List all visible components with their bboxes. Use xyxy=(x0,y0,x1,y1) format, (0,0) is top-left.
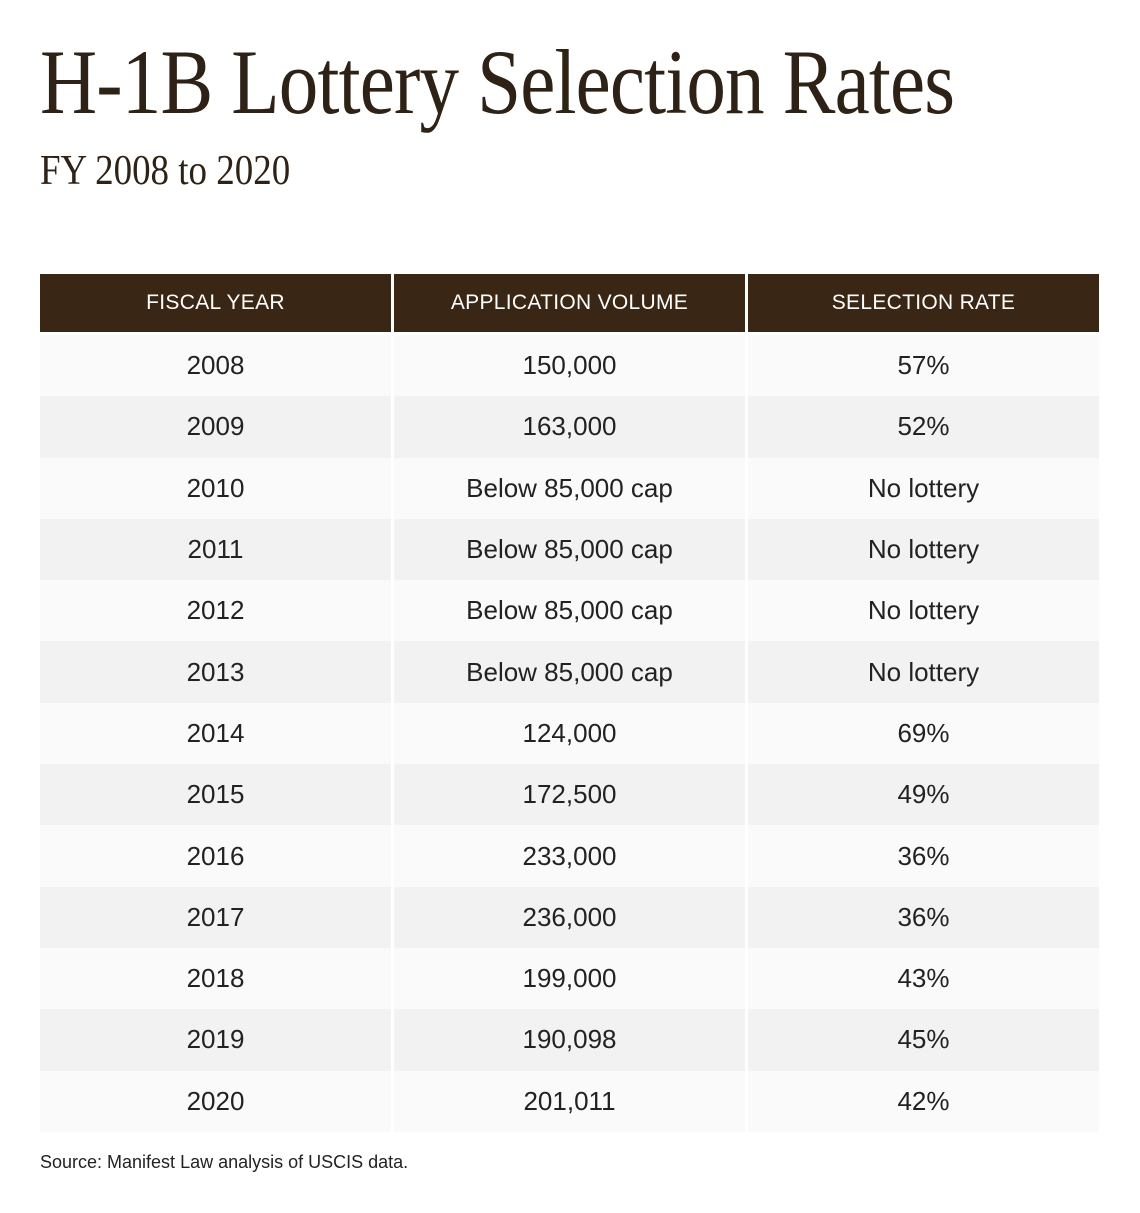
selection-rate-cell: 36% xyxy=(748,886,1099,948)
source-note: Source: Manifest Law analysis of USCIS d… xyxy=(40,1152,409,1172)
application-volume-cell: 124,000 xyxy=(394,702,745,765)
table-row: 2008 150,000 57% xyxy=(40,335,1099,397)
page-subtitle: FY 2008 to 2020 xyxy=(40,148,291,194)
selection-rate-cell: 45% xyxy=(748,1009,1099,1071)
fiscal-year-cell: 2017 xyxy=(40,886,391,948)
column-header-application-volume: APPLICATION VOLUME xyxy=(394,274,745,332)
application-volume-cell: 150,000 xyxy=(394,335,745,397)
selection-rate-cell: 57% xyxy=(748,335,1099,397)
table-row: 2014 124,000 69% xyxy=(40,702,1099,765)
fiscal-year-cell: 2019 xyxy=(40,1009,391,1071)
fiscal-year-cell: 2018 xyxy=(40,947,391,1010)
selection-rate-cell: 43% xyxy=(748,947,1099,1010)
fiscal-year-cell: 2011 xyxy=(40,518,391,581)
fiscal-year-cell: 2016 xyxy=(40,825,391,887)
table-row: 2017 236,000 36% xyxy=(40,886,1099,948)
fiscal-year-cell: 2013 xyxy=(40,641,391,703)
page-title: H-1B Lottery Selection Rates xyxy=(40,31,955,133)
fiscal-year-cell: 2014 xyxy=(40,702,391,765)
application-volume-cell: 233,000 xyxy=(394,825,745,887)
table-row: 2016 233,000 36% xyxy=(40,825,1099,887)
application-volume-cell: 201,011 xyxy=(394,1070,745,1132)
table-row: 2015 172,500 49% xyxy=(40,764,1099,826)
table-body: 2008 150,000 57% 2009 163,000 52% 2010 Below 85… xyxy=(40,335,1099,1132)
table-row: 2011 Below 85,000 cap No lottery xyxy=(40,518,1099,581)
selection-rates-table: FISCAL YEAR APPLICATION VOLUME SELECTION… xyxy=(40,274,1099,1132)
table-row: 2009 163,000 52% xyxy=(40,396,1099,458)
selection-rate-cell: No lottery xyxy=(748,641,1099,703)
application-volume-cell: Below 85,000 cap xyxy=(394,641,745,703)
fiscal-year-cell: 2009 xyxy=(40,396,391,458)
application-volume-cell: Below 85,000 cap xyxy=(394,580,745,642)
application-volume-cell: 190,098 xyxy=(394,1009,745,1071)
table-row: 2018 199,000 43% xyxy=(40,947,1099,1010)
column-header-fiscal-year: FISCAL YEAR xyxy=(40,274,391,332)
application-volume-cell: 199,000 xyxy=(394,947,745,1010)
selection-rate-cell: 36% xyxy=(748,825,1099,887)
fiscal-year-cell: 2010 xyxy=(40,457,391,519)
application-volume-cell: 163,000 xyxy=(394,396,745,458)
column-header-selection-rate: SELECTION RATE xyxy=(748,274,1099,332)
fiscal-year-cell: 2015 xyxy=(40,764,391,826)
application-volume-cell: 172,500 xyxy=(394,764,745,826)
fiscal-year-cell: 2008 xyxy=(40,335,391,397)
application-volume-cell: Below 85,000 cap xyxy=(394,457,745,519)
selection-rate-cell: No lottery xyxy=(748,457,1099,519)
table-row: 2010 Below 85,000 cap No lottery xyxy=(40,457,1099,519)
selection-rate-cell: 69% xyxy=(748,702,1099,765)
selection-rate-cell: 49% xyxy=(748,764,1099,826)
table-header-row: FISCAL YEAR APPLICATION VOLUME SELECTION… xyxy=(40,274,1099,332)
selection-rate-cell: 52% xyxy=(748,396,1099,458)
selection-rate-cell: 42% xyxy=(748,1070,1099,1132)
fiscal-year-cell: 2020 xyxy=(40,1070,391,1132)
fiscal-year-cell: 2012 xyxy=(40,580,391,642)
table-row: 2019 190,098 45% xyxy=(40,1009,1099,1071)
table-row: 2020 201,011 42% xyxy=(40,1070,1099,1132)
selection-rate-cell: No lottery xyxy=(748,580,1099,642)
table-row: 2012 Below 85,000 cap No lottery xyxy=(40,580,1099,642)
table-row: 2013 Below 85,000 cap No lottery xyxy=(40,641,1099,703)
application-volume-cell: 236,000 xyxy=(394,886,745,948)
selection-rate-cell: No lottery xyxy=(748,518,1099,581)
application-volume-cell: Below 85,000 cap xyxy=(394,518,745,581)
